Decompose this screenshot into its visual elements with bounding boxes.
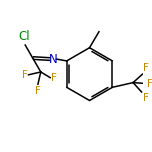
Text: N: N [49,53,58,66]
Text: F: F [143,93,148,103]
Text: F: F [51,73,57,83]
Text: F: F [35,86,41,96]
Text: Cl: Cl [18,30,30,43]
Text: F: F [22,70,28,80]
Text: F: F [147,79,152,88]
Text: F: F [143,63,149,73]
